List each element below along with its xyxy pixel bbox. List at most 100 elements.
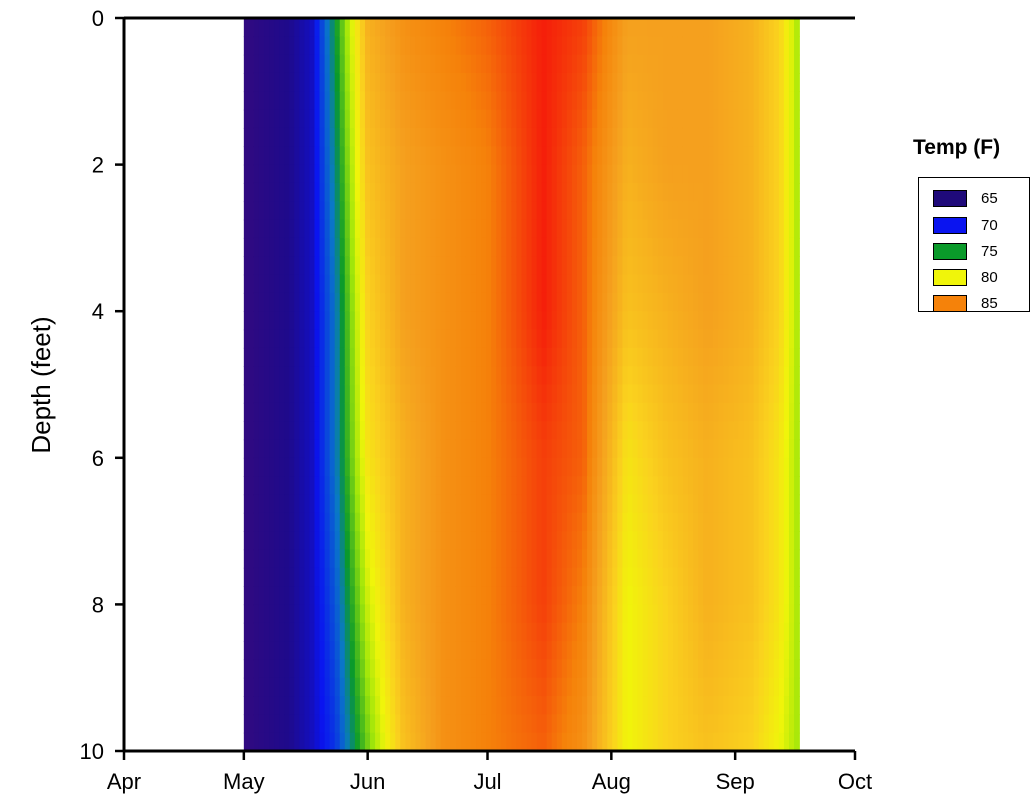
heat-cell xyxy=(435,347,442,367)
heat-cell xyxy=(349,476,356,496)
heat-cell xyxy=(773,714,780,734)
heat-cell xyxy=(597,476,604,496)
heat-cell xyxy=(667,201,674,221)
heat-cell xyxy=(657,311,664,331)
heat-cell xyxy=(682,274,689,294)
heat-cell xyxy=(773,476,780,496)
legend-swatch xyxy=(933,190,967,207)
heat-cell xyxy=(708,732,715,751)
heat-cell xyxy=(516,732,523,751)
heat-cell xyxy=(713,127,720,148)
heat-cell xyxy=(778,18,785,38)
heat-cell xyxy=(435,182,442,203)
heat-cell xyxy=(258,366,265,386)
heat-cell xyxy=(279,146,286,166)
heat-cell xyxy=(733,311,740,331)
heat-cell xyxy=(450,91,457,111)
heat-cell xyxy=(496,164,503,184)
heat-cell xyxy=(723,641,730,661)
heat-cell xyxy=(274,622,280,642)
heat-cell xyxy=(521,146,528,166)
heat-cell xyxy=(304,384,311,404)
heat-cell xyxy=(617,54,624,74)
heat-cell xyxy=(667,311,674,331)
heat-cell xyxy=(778,219,785,239)
heat-cell xyxy=(637,274,644,294)
heat-cell xyxy=(491,604,498,624)
heat-cell xyxy=(713,219,720,239)
heat-cell xyxy=(551,109,558,129)
legend-label: 65 xyxy=(981,190,998,207)
heat-cell xyxy=(314,347,321,367)
heat-cell xyxy=(662,72,669,93)
heat-cell xyxy=(703,604,710,624)
heat-cell xyxy=(526,421,533,441)
heat-cell xyxy=(445,439,452,459)
heat-cell xyxy=(364,91,371,111)
heat-cell xyxy=(647,36,654,56)
heat-cell xyxy=(274,402,280,422)
heat-cell xyxy=(783,219,790,239)
heat-cell xyxy=(440,347,447,367)
heat-cell xyxy=(733,659,740,679)
heat-cell xyxy=(319,311,326,331)
heat-cell xyxy=(486,696,492,716)
heat-cell xyxy=(647,91,654,111)
legend-label: 80 xyxy=(981,269,998,286)
heat-cell xyxy=(274,714,280,734)
heat-cell xyxy=(632,421,639,441)
heat-cell xyxy=(677,402,684,422)
heat-cell xyxy=(753,18,760,38)
heat-cell xyxy=(612,402,619,422)
heat-cell xyxy=(395,182,402,203)
heat-cell xyxy=(768,292,775,312)
heat-cell xyxy=(652,439,659,459)
heat-cell xyxy=(380,622,386,642)
heat-cell xyxy=(430,256,437,276)
heat-cell xyxy=(309,109,316,129)
heat-cell xyxy=(470,732,477,751)
heat-cell xyxy=(597,549,604,569)
heat-cell xyxy=(506,36,513,56)
heat-cell xyxy=(375,109,381,129)
heat-cell xyxy=(693,531,699,551)
heat-cell xyxy=(460,219,467,239)
heat-cell xyxy=(758,182,765,203)
heat-cell xyxy=(677,421,684,441)
heat-cell xyxy=(546,586,553,606)
heat-cell xyxy=(511,494,518,514)
heat-cell xyxy=(279,18,286,38)
heat-cell xyxy=(511,659,518,679)
heat-cell xyxy=(788,512,795,532)
heat-cell xyxy=(496,256,503,276)
heat-cell xyxy=(718,366,725,386)
heat-cell xyxy=(445,237,452,258)
heat-cell xyxy=(723,164,730,184)
heat-cell xyxy=(571,677,578,697)
heat-cell xyxy=(662,91,669,111)
heat-cell xyxy=(476,311,482,331)
heat-cell xyxy=(521,549,528,569)
heat-cell xyxy=(768,567,775,587)
heat-cell xyxy=(455,421,462,441)
heat-cell xyxy=(582,329,588,349)
heat-cell xyxy=(405,604,412,624)
heat-cell xyxy=(682,421,689,441)
heat-cell xyxy=(370,237,376,258)
heat-cell xyxy=(516,384,523,404)
heat-cell xyxy=(486,274,492,294)
heat-cell xyxy=(425,732,432,751)
heat-cell xyxy=(309,72,316,93)
heat-cell xyxy=(253,164,260,184)
heat-cell xyxy=(607,164,614,184)
heat-cell xyxy=(405,201,412,221)
heat-cell xyxy=(405,274,412,294)
heat-cell xyxy=(602,201,609,221)
heat-cell xyxy=(284,201,291,221)
heat-cell xyxy=(682,366,689,386)
heat-cell xyxy=(612,732,619,751)
heat-cell xyxy=(425,439,432,459)
heat-cell xyxy=(344,72,351,93)
heat-cell xyxy=(359,604,366,624)
heat-cell xyxy=(440,72,447,93)
